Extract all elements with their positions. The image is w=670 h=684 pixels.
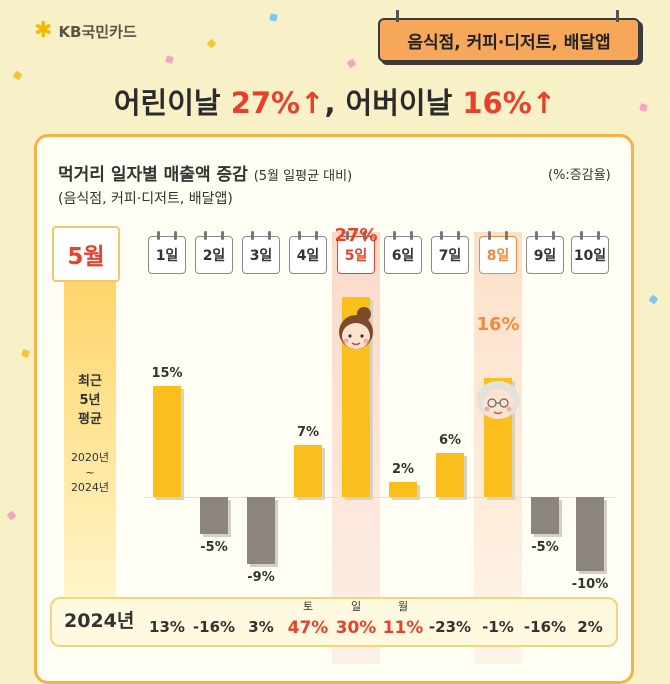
ring-icon xyxy=(393,231,396,240)
row-2024-value-10: 2% xyxy=(577,618,603,636)
day-tab-2: 2일 xyxy=(195,231,233,274)
row-2024-value-8: -1% xyxy=(482,618,514,636)
month-tab: 5월 xyxy=(52,226,120,282)
value-label-5: 27% xyxy=(334,225,378,246)
bar-4 xyxy=(294,445,322,497)
value-label-9: -5% xyxy=(531,540,559,556)
headline-value2: 16% xyxy=(462,86,532,120)
ring-icon xyxy=(488,231,491,240)
row-2024-value-2: -16% xyxy=(192,618,236,636)
ring-icon xyxy=(157,231,160,240)
weekday-6: 월 xyxy=(397,600,409,613)
brand-logo: ✱ KB국민카드 xyxy=(34,20,137,42)
ring-icon xyxy=(174,231,177,240)
value-label-2: -5% xyxy=(200,540,228,556)
bar-9 xyxy=(531,497,559,535)
value-label-3: -9% xyxy=(247,569,275,585)
row-2024 xyxy=(50,597,618,647)
chart-subtitle: (음식점, 커피·디저트, 배달앱) xyxy=(58,191,233,207)
chart-title-note: (5월 일평균 대비) xyxy=(253,169,353,184)
value-label-1: 15% xyxy=(151,365,183,381)
ring-icon xyxy=(298,231,301,240)
headline-part1: 어린이날 xyxy=(113,86,231,120)
headline-part2: , 어버이날 xyxy=(324,86,463,120)
headline: 어린이날 27%↑, 어버이날 16%↑ xyxy=(0,80,670,122)
ring-icon xyxy=(251,231,254,240)
bar-7 xyxy=(436,452,464,497)
day-tab-8: 8일 xyxy=(479,231,517,274)
bar-10 xyxy=(576,497,604,572)
series-label: 최근 5년 평균 xyxy=(78,374,102,427)
day-tab-7: 7일 xyxy=(431,231,469,274)
bar-2 xyxy=(200,497,228,535)
brand-name: KB국민카드 xyxy=(58,22,137,41)
row-2024-value-9: -16% xyxy=(523,618,567,636)
zero-baseline xyxy=(145,497,615,498)
day-tab-6: 6일 xyxy=(384,231,422,274)
row-2024-value-3: 3% xyxy=(248,618,274,636)
bar-3 xyxy=(247,497,275,564)
ring-icon xyxy=(440,231,443,240)
ring-icon xyxy=(221,231,224,240)
value-label-6: 2% xyxy=(391,462,415,478)
value-label-4: 7% xyxy=(296,425,320,441)
ring-icon xyxy=(346,231,349,240)
row-2024-label: 2024년 xyxy=(64,610,135,632)
up-arrow-icon: ↑ xyxy=(531,86,557,120)
weekday-4: 토 xyxy=(302,600,314,613)
day-tab-1: 1일 xyxy=(148,231,186,274)
day-tab-9: 9일 xyxy=(526,231,564,274)
value-label-8: 16% xyxy=(476,314,520,336)
row-2024-value-1: 13% xyxy=(149,618,185,636)
bar-1 xyxy=(153,385,181,497)
ring-icon xyxy=(505,231,508,240)
row-2024-value-6: 11% xyxy=(382,618,424,638)
category-tag: 음식점, 커피·디저트, 배달앱 xyxy=(378,10,640,62)
value-label-10: -10% xyxy=(571,577,609,593)
weekday-5: 일 xyxy=(350,600,362,613)
up-arrow-icon: ↑ xyxy=(300,86,325,120)
bar-6 xyxy=(389,482,417,497)
ring-icon xyxy=(552,231,555,240)
unit-label: (%:증감율) xyxy=(548,168,611,183)
grandparent-face-icon xyxy=(476,381,520,419)
pin-icon xyxy=(396,10,399,22)
ring-icon xyxy=(580,231,583,240)
value-label-7: 6% xyxy=(438,432,462,448)
average-column xyxy=(64,282,116,598)
day-tab-3: 3일 xyxy=(242,231,280,274)
ring-icon xyxy=(204,231,207,240)
pin-icon xyxy=(616,10,619,22)
period-label: 2020년 ~ 2024년 xyxy=(70,451,110,494)
headline-value1: 27% xyxy=(230,86,301,120)
day-tab-4: 4일 xyxy=(289,231,327,274)
ring-icon xyxy=(268,231,271,240)
ring-icon xyxy=(410,231,413,240)
kb-star-icon: ✱ xyxy=(34,18,53,43)
child-face-icon xyxy=(339,307,373,349)
ring-icon xyxy=(597,231,600,240)
ring-icon xyxy=(315,231,318,240)
day-tab-5: 5일 xyxy=(337,231,375,274)
ring-icon xyxy=(535,231,538,240)
category-tag-text: 음식점, 커피·디저트, 배달앱 xyxy=(407,32,611,53)
row-2024-value-4: 47% xyxy=(287,618,329,638)
ring-icon xyxy=(457,231,460,240)
day-tab-10: 10일 xyxy=(571,231,609,274)
ring-icon xyxy=(363,231,366,240)
row-2024-value-5: 30% xyxy=(335,618,377,638)
chart-title: 먹거리 일자별 매출액 증감 (5월 일평균 대비) xyxy=(58,165,353,185)
row-2024-value-7: -23% xyxy=(428,618,472,636)
